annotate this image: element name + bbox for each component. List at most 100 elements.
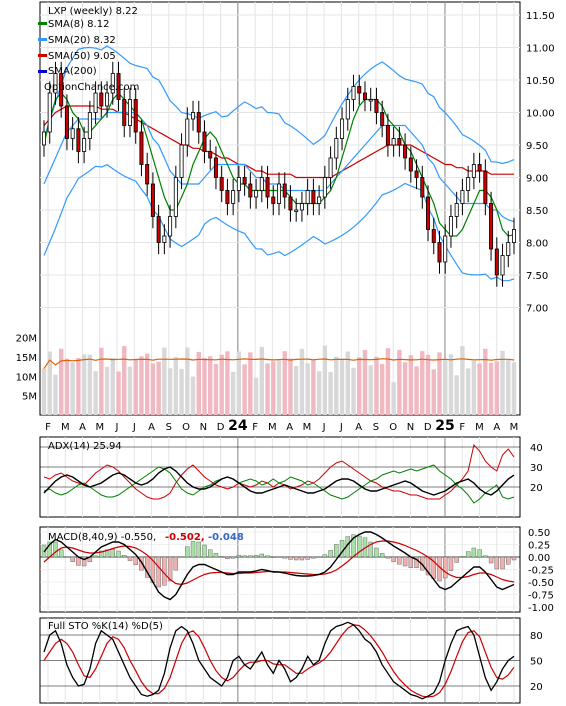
volume-bar [299,348,305,415]
volume-bar [202,358,207,415]
macd-histogram-bar [271,556,276,558]
month-label: F [459,422,465,433]
candle-body [426,196,431,230]
candle-body [448,216,453,237]
month-label: D [424,422,432,433]
macd-histogram-bar [414,556,419,569]
price-tick-label: 10.00 [526,109,555,120]
volume-bar [488,362,494,415]
price-tick-label: 7.50 [526,271,548,282]
candle-body [454,203,459,217]
volume-bar [460,346,465,415]
candle-body [305,190,310,204]
candle-body [362,92,367,100]
candle-body [139,131,144,165]
watermark: OptionChance.com [44,82,139,93]
candle-body [150,183,155,217]
macd-histogram-bar [219,556,224,558]
volume-bar [47,351,52,415]
year-label: 25 [435,418,454,434]
volume-bar [431,369,436,415]
candle-body [225,190,230,204]
candle-body [242,177,247,185]
candle-body [93,92,98,113]
volume-bar [110,357,115,415]
volume-bar [139,356,144,415]
volume-bar [293,366,299,415]
macd-histogram-bar [58,549,64,558]
candle-body [59,73,64,107]
month-label: A [79,422,86,433]
volume-bar [99,347,104,415]
adx-tick-label: 40 [530,443,543,454]
candle-body [87,112,92,139]
macd-value-label: -0.502, [165,532,205,543]
macd-histogram-bar [190,541,196,558]
candle-body [47,92,52,133]
macd-tick-label: -1.00 [528,603,554,614]
volume-bar [265,363,270,415]
candle-body [282,183,287,198]
volume-bar [116,371,121,415]
volume-bar [127,366,133,415]
macd-histogram-bar [322,554,328,558]
macd-histogram-bar [305,556,310,560]
macd-histogram-bar [443,556,448,579]
adx-tick-label: 30 [530,463,543,474]
month-label: M [268,422,277,433]
macd-histogram-bar [248,555,253,558]
candle-body [334,138,339,159]
volume-bar [185,347,190,415]
volume-bar [219,354,224,415]
volume-bar [316,371,322,415]
candle-body [42,131,47,146]
macd-histogram-bar [230,556,236,559]
candle-body [173,177,178,217]
candle-body [259,177,264,191]
macd-line [43,531,515,601]
macd-histogram-bar [242,555,247,558]
month-label: S [166,422,172,433]
legend-sma200: SMA(200) [48,66,97,77]
volume-bar [179,368,184,415]
macd-histogram-bar [259,553,265,558]
volume-bar [133,359,138,415]
candle-body [145,164,150,185]
macd-histogram-bar [202,544,207,558]
candle-body [489,203,494,250]
candle-body [351,86,356,100]
candle-body [437,242,442,263]
candle-body [460,190,465,204]
candle-body [122,99,127,126]
candle-body [64,105,69,139]
macd-histogram-bar [139,556,144,571]
month-label: J [322,422,326,433]
month-label: N [200,422,207,433]
candle-body [116,73,121,100]
month-label: S [373,422,379,433]
volume-bar [236,351,242,415]
candle-body [431,229,436,243]
volume-bar [104,366,110,415]
macd-histogram-bar [173,556,179,571]
macd-histogram-bar [156,556,161,588]
month-label: J [339,422,343,433]
macd-histogram-bar [402,556,408,567]
sma20-swatch [38,38,47,41]
candle-body [179,144,184,178]
volume-bar [334,356,339,415]
volume-bar [122,346,127,415]
volume-bar [53,374,58,415]
adx-label: ADX(14) 25.94 [48,441,122,452]
candle-body [340,118,345,139]
macd-histogram-bar [397,556,402,565]
volume-bar [173,356,179,415]
volume-bar [477,363,482,415]
volume-bar [425,354,431,415]
macd-histogram-bar [357,535,362,558]
volume-bar [454,375,459,415]
volume-bar [494,361,500,415]
candle-body [53,73,58,94]
macd-histogram-bar [265,555,270,558]
candle-body [385,125,390,146]
